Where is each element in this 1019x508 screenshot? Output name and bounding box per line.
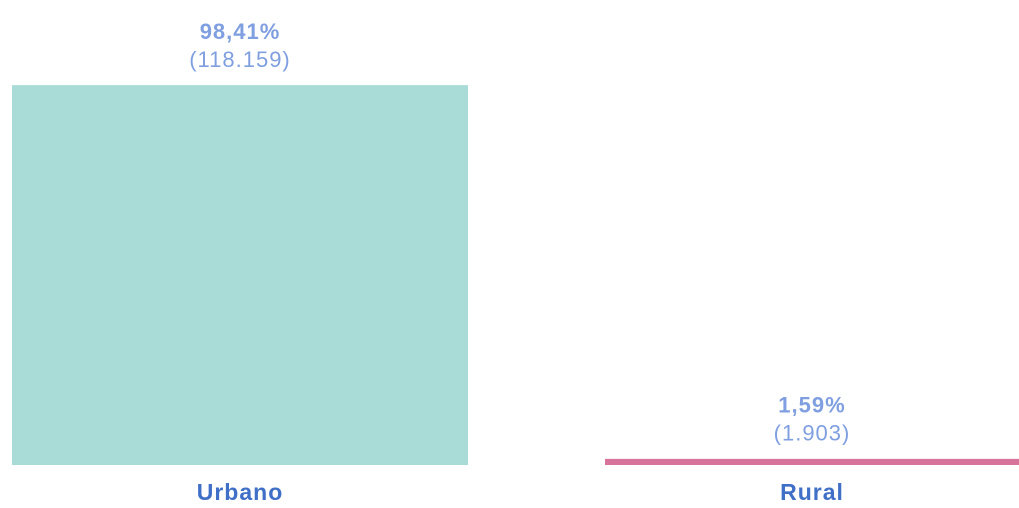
bar xyxy=(605,458,1019,465)
value-label: 1,59% xyxy=(778,393,845,418)
count-label: (1.903) xyxy=(774,421,851,446)
x-tick-label: Rural xyxy=(780,479,844,505)
x-tick-label: Urbano xyxy=(197,479,284,505)
bar xyxy=(12,85,468,466)
value-label: 98,41% xyxy=(200,19,281,44)
count-label: (118.159) xyxy=(189,47,291,72)
